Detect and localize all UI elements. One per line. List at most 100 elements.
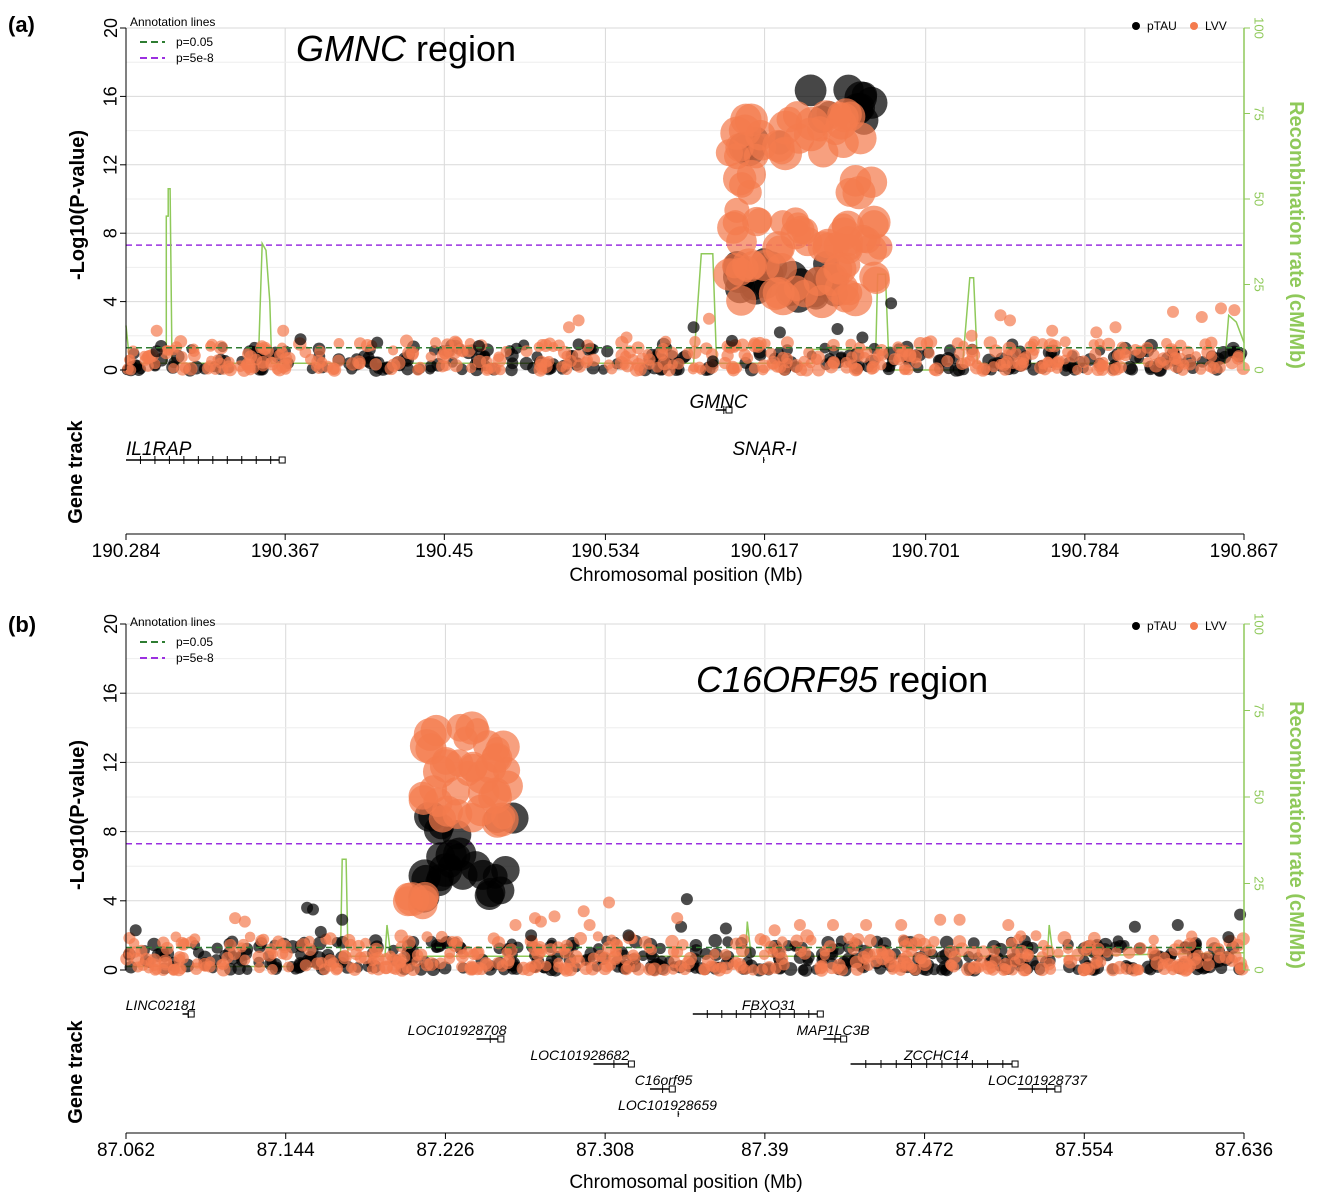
lvv-point (1072, 364, 1083, 376)
lvv-point (849, 936, 860, 948)
ptau-point (726, 334, 738, 347)
lvv-point (1077, 963, 1091, 977)
lvv-point (338, 949, 351, 962)
lvv-point (948, 961, 960, 973)
lvv-point (124, 354, 136, 366)
lvv-point (736, 179, 762, 205)
lvv-point (1147, 947, 1161, 961)
lvv-point (369, 358, 383, 371)
lvv-point (453, 726, 478, 751)
lvv-point (989, 344, 1003, 358)
lvv-point (224, 938, 237, 952)
panel-a: (a) 0 4 8 12 16 20 0 25 50 75 100 190.284 190.367 190… (8, 12, 1307, 586)
lvv-point (845, 338, 857, 350)
lvv-point (1129, 344, 1142, 356)
lvv-point (1089, 348, 1102, 361)
lvv-point (765, 347, 777, 359)
lvv-point (868, 948, 881, 961)
panel-label: (a) (8, 12, 35, 37)
lvv-point (860, 919, 873, 931)
x-tick-label: 190.45 (415, 541, 473, 562)
lvv-point (443, 952, 456, 965)
x-tick-label: 190.701 (891, 541, 960, 562)
x-axis-label: Chromosomal position (Mb) (569, 565, 802, 586)
lvv-point (713, 258, 746, 291)
x-tick-label: 87.636 (1215, 1140, 1273, 1161)
lvv-point (399, 334, 414, 348)
lvv-point (1101, 947, 1113, 958)
lvv-point (1071, 948, 1085, 962)
lvv-point (563, 321, 575, 334)
lvv-point (431, 795, 463, 827)
lvv-point (525, 961, 537, 973)
lvv-point (1062, 347, 1073, 358)
y2-tick-label: 100 (1252, 17, 1267, 39)
lvv-point (665, 934, 679, 949)
lvv-point (458, 751, 488, 782)
ptau-point (242, 964, 253, 975)
lvv-point (434, 957, 447, 970)
lvv-point (967, 945, 981, 960)
lvv-point (581, 339, 595, 353)
lvv-point (827, 919, 839, 931)
ptau-point (150, 345, 163, 358)
lvv-point (768, 110, 803, 145)
lvv-point (643, 963, 656, 976)
lvv-point (563, 962, 578, 977)
lvv-point (493, 351, 505, 363)
lvv-point (435, 359, 449, 373)
lvv-point (815, 962, 827, 974)
lvv-point (748, 362, 760, 374)
lvv-point (906, 962, 918, 974)
lvv-point (923, 347, 935, 359)
gene: GMNC (690, 392, 748, 414)
x-tick-label: 190.284 (92, 541, 161, 562)
y2-tick-label: 50 (1252, 790, 1267, 804)
lvv-point (1161, 338, 1172, 349)
lvv-point (740, 964, 751, 975)
lvv-point (237, 938, 250, 951)
lvv-point (683, 951, 697, 966)
y-tick-label: 20 (101, 18, 121, 38)
lvv-point (265, 943, 278, 956)
lvv-point (189, 933, 201, 945)
gene: LOC101928682 (530, 1047, 635, 1068)
lvv-point (1113, 349, 1126, 361)
gene-exon (1054, 1085, 1062, 1093)
lvv-point (959, 357, 971, 369)
lvv-point (1005, 937, 1018, 950)
x-tick-label: 87.062 (97, 1140, 155, 1161)
lvv-point (620, 331, 633, 344)
lvv-point (534, 944, 548, 958)
lvv-point (1052, 355, 1065, 368)
gene-label: LOC101928659 (618, 1097, 717, 1113)
ptau-point (687, 321, 700, 334)
x-tick-label: 87.472 (896, 1140, 954, 1161)
lvv-point (1090, 959, 1102, 970)
lvv-point (583, 919, 596, 931)
lvv-point (725, 133, 754, 162)
lvv-point (726, 285, 757, 316)
lvv-point (1028, 335, 1040, 348)
lvv-point (303, 943, 317, 957)
lvv-point (369, 942, 384, 957)
y2-tick-label: 25 (1252, 277, 1267, 291)
lvv-point (1043, 338, 1058, 353)
recombination-line (125, 187, 1245, 371)
lvv-point (1063, 954, 1074, 965)
lvv-point (810, 353, 823, 365)
ptau-point (885, 297, 898, 310)
gene-label: ZCCHC14 (903, 1047, 969, 1063)
gene-label: FBXO31 (742, 997, 796, 1013)
y2-tick-label: 0 (1252, 966, 1267, 973)
lvv-point (217, 958, 230, 971)
lvv-point (448, 335, 462, 349)
ptau-point (1122, 360, 1137, 375)
lvv-point (206, 355, 217, 366)
lvv-point (976, 945, 991, 960)
ptau-point (307, 903, 319, 916)
lvv-point (448, 938, 463, 953)
lvv-point (658, 963, 671, 976)
lvv-point (150, 324, 163, 337)
